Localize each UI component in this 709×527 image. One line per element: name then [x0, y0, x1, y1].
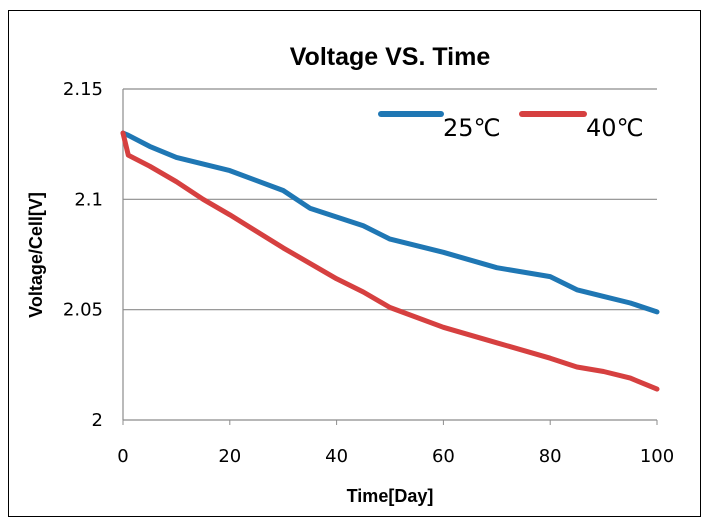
- legend-label-2: 40℃: [586, 114, 644, 142]
- y-tick-label: 2.05: [63, 300, 103, 321]
- x-axis-title: Time[Day]: [347, 486, 434, 506]
- y-tick-labels: 2 2.05 2.1 2.15: [63, 79, 103, 431]
- chart-title: Voltage VS. Time: [290, 43, 491, 71]
- legend-label-1: 25℃: [443, 114, 501, 142]
- y-axis-title: Voltage/Cell[V]: [26, 192, 46, 318]
- x-tick-label: 60: [432, 446, 455, 467]
- x-tick-labels: 0 20 40 60 80 100: [117, 446, 674, 467]
- axes: [122, 89, 658, 425]
- x-tick-label: 40: [325, 446, 348, 467]
- y-tick-label: 2.15: [63, 79, 103, 100]
- x-tick-label: 80: [539, 446, 562, 467]
- y-tick-label: 2: [92, 410, 103, 431]
- series-lines: [120, 130, 660, 392]
- x-tick-label: 20: [218, 446, 241, 467]
- series-line-2: [120, 130, 660, 392]
- y-tick-label: 2.1: [74, 189, 103, 210]
- series-line-1: [120, 130, 660, 315]
- legend: 25℃ 40℃: [378, 111, 644, 142]
- x-tick-label: 100: [640, 446, 674, 467]
- x-tick-label: 0: [117, 446, 128, 467]
